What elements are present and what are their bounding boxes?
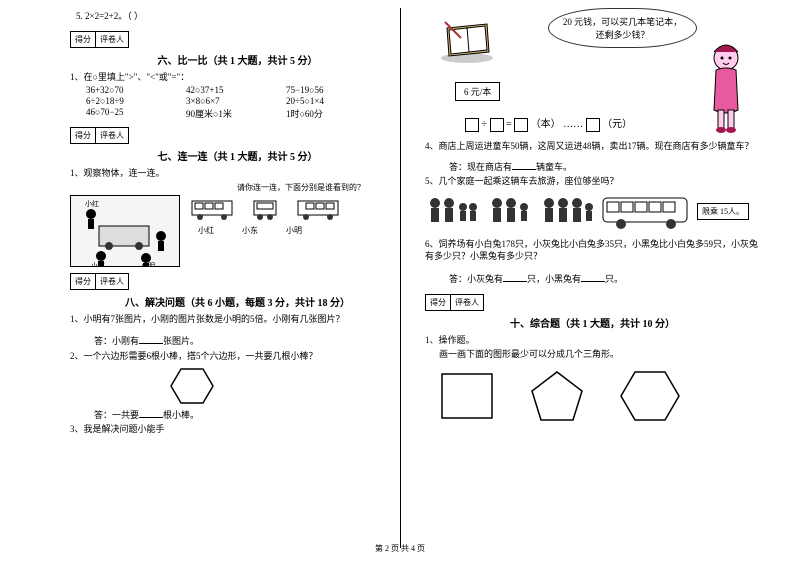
s6r3b: 90厘米○1米 [186, 107, 256, 120]
s8-q3: 3、我是解决问题小能手 [70, 423, 405, 436]
name-3: 小明 [286, 225, 302, 236]
right-column: 20 元钱，可以买几本笔记本， 还剩多少钱？ 6 元/本 ÷ = [415, 8, 770, 540]
score-label: 得分 [71, 128, 96, 143]
score-label: 得分 [426, 295, 451, 310]
blank [139, 409, 163, 418]
score-box-8: 得分 评卷人 [70, 273, 129, 290]
eq-yuan: （元） [602, 119, 632, 130]
s8a1a: 答：小刚有 [94, 336, 139, 346]
s6-q1: 1、在○里填上">"、"<"或"="： [70, 71, 405, 84]
bus-views: 小红 小东 小明 [190, 195, 340, 267]
section-8-title: 八、解决问题（共 6 小题，每题 3 分，共计 18 分） [70, 294, 405, 309]
s7-q1: 1、观察物体，连一连。 [70, 167, 405, 180]
s8-q2: 2、一个六边形需要6根小棒，搭5个六边形，一共要几根小棒？ [70, 350, 405, 363]
s6r2a: 6÷2○18÷9 [86, 96, 156, 106]
q4b: 辆童车。 [536, 162, 572, 172]
s6r3a: 46○70−25 [86, 107, 156, 120]
s6-row2: 6÷2○18÷9 3×8○6×7 20÷5○1×4 [86, 96, 405, 106]
s6r2b: 3×8○6×7 [186, 96, 256, 106]
eq-box [465, 118, 479, 132]
svg-text:小东: 小东 [91, 261, 105, 267]
grader-label: 评卷人 [96, 274, 128, 289]
grader-label: 评卷人 [96, 128, 128, 143]
section-7-title: 七、连一连（共 1 大题，共计 5 分） [70, 148, 405, 163]
q6c: 只。 [605, 274, 623, 284]
s6r1a: 36+32○70 [86, 85, 156, 95]
score-box-7: 得分 评卷人 [70, 127, 129, 144]
s6r1c: 75−19○56 [286, 85, 356, 95]
blank [503, 273, 527, 282]
s8-a2: 答：一共要 根小棒。 [94, 409, 405, 422]
s6r3c: 1时○60分 [286, 107, 356, 120]
s10-q1b: 画一画下面的图形最少可以分成几个三角形。 [439, 348, 760, 361]
eq-box [490, 118, 504, 132]
square-shape [439, 371, 495, 421]
svg-text:小明: 小明 [141, 261, 155, 267]
family-3-icon [539, 193, 595, 231]
s6r2c: 20÷5○1×4 [286, 96, 356, 106]
q6b: 只，小黑兔有 [527, 274, 581, 284]
bus-view-3 [296, 199, 340, 221]
svg-text:小红: 小红 [85, 199, 99, 208]
family-1-icon [425, 193, 481, 231]
notebook-icon [437, 18, 497, 64]
s8a2a: 答：一共要 [94, 410, 139, 420]
section-6-title: 六、比一比（共 1 大题，共计 5 分） [70, 52, 405, 67]
bubble-l1: 20 元钱，可以买几本笔记本， [563, 15, 682, 28]
eq-dots: …… [563, 119, 583, 130]
girl-icon [698, 38, 754, 138]
q4a: 答：现在商店有 [449, 162, 512, 172]
price-box: 6 元/本 [455, 82, 500, 101]
s8-q1: 1、小明有7张图片，小刚的图片张数是小明的5倍。小刚有几张图片？ [70, 313, 405, 326]
s8-a1: 答：小刚有 张图片。 [94, 335, 405, 348]
grader-label: 评卷人 [96, 32, 128, 47]
bubble-l2: 还剩多少钱？ [563, 28, 682, 41]
name-2: 小东 [242, 225, 258, 236]
speech-bubble: 20 元钱，可以买几本笔记本， 还剩多少钱？ [548, 8, 697, 48]
q6a: 答：小灰兔有 [449, 274, 503, 284]
bus-big-icon [601, 192, 691, 232]
blank [581, 273, 605, 282]
s8a2b: 根小棒。 [163, 410, 199, 420]
pentagon-shape [529, 369, 585, 423]
q6-ans: 答：小灰兔有 只，小黑兔有 只。 [449, 273, 760, 286]
q5-top: 5. 2×2=2+2。（ ） [76, 10, 405, 23]
bus-view-1 [190, 199, 234, 221]
score-label: 得分 [71, 274, 96, 289]
s6r1b: 42○37+15 [186, 85, 256, 95]
scene-image: 小红 小东 小明 [70, 195, 180, 267]
eq-ben: （本） [531, 119, 561, 130]
family-2-icon [487, 193, 533, 231]
score-box-10: 得分 评卷人 [425, 294, 484, 311]
blank [512, 161, 536, 170]
q4-text: 4、商店上周运进童车50辆，这周又运进48辆，卖出17辆。现在商店有多少辆童车？ [425, 140, 760, 153]
q5-text: 5、几个家庭一起乘这辆车去旅游，座位够坐吗？ [425, 175, 760, 188]
hexagon-shape [619, 369, 681, 423]
people-row: 限乘 15人。 [425, 192, 760, 232]
left-column: 5. 2×2=2+2。（ ） 得分 评卷人 六、比一比（共 1 大题，共计 5 … [60, 8, 415, 540]
score-box-6: 得分 评卷人 [70, 31, 129, 48]
eq-box [514, 118, 528, 132]
s10-q1: 1、操作题。 [425, 334, 760, 347]
q4-ans: 答：现在商店有 辆童车。 [449, 161, 760, 174]
hexagon-icon [170, 367, 214, 405]
bus-view-2 [252, 199, 278, 221]
s6-row1: 36+32○70 42○37+15 75−19○56 [86, 85, 405, 95]
blank [139, 335, 163, 344]
section-10-title: 十、综合题（共 1 大题，共计 10 分） [425, 315, 760, 330]
score-label: 得分 [71, 32, 96, 47]
s6-row3: 46○70−25 90厘米○1米 1时○60分 [86, 107, 405, 120]
q6-text: 6、饲养场有小白兔178只，小灰兔比小白兔多35只，小黑兔比小白兔多59只，小灰… [425, 238, 760, 263]
eq-box [586, 118, 600, 132]
scene-icon: 小红 小东 小明 [71, 196, 180, 267]
grader-label: 评卷人 [451, 295, 483, 310]
s7-hint: 请你连一连，下面分别是谁看到的？ [70, 182, 365, 193]
s8a1b: 张图片。 [163, 336, 199, 346]
shapes-row [439, 369, 760, 423]
name-1: 小红 [198, 225, 214, 236]
bus-limit: 限乘 15人。 [697, 203, 749, 220]
